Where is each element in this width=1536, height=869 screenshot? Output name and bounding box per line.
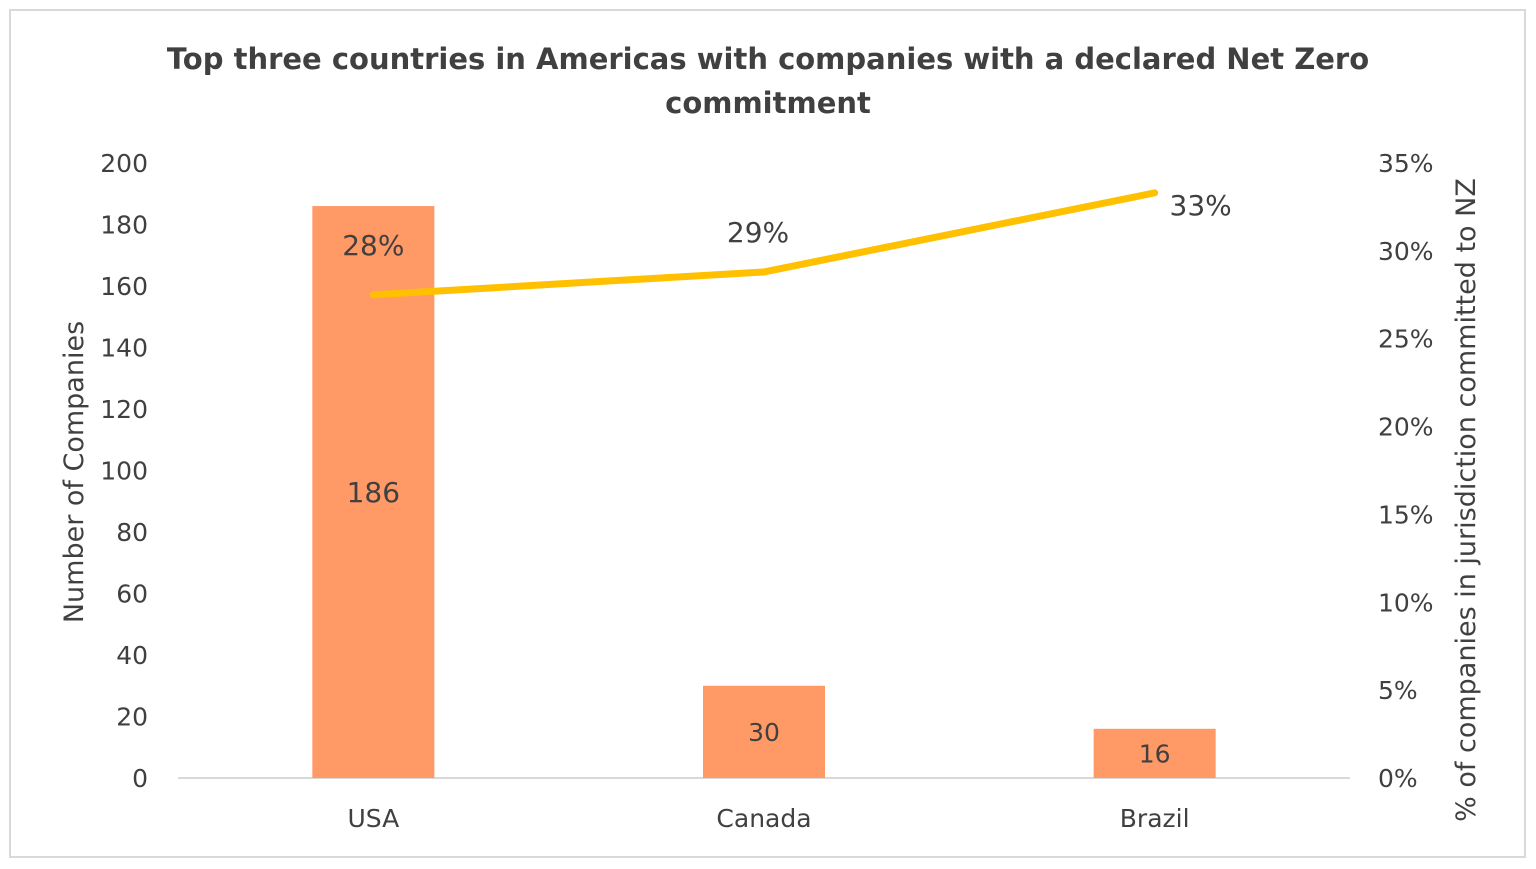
x-tick-label: Canada: [716, 804, 811, 833]
y-tick-label: 180: [100, 211, 148, 240]
y-tick-label: 100: [100, 457, 148, 486]
y-tick-label: 60: [116, 580, 148, 609]
y2-tick-label: 0%: [1378, 764, 1418, 793]
y2-axis-title: % of companies in jurisdiction committed…: [1451, 178, 1482, 822]
y-axis-title: Number of Companies: [59, 321, 90, 623]
y-tick-label: 0: [132, 764, 148, 793]
line-data-label: 33%: [1170, 189, 1232, 222]
line-data-label: 28%: [342, 229, 404, 262]
chart-title-line-2: commitment: [665, 86, 871, 120]
y-tick-label: 140: [100, 334, 148, 363]
bar-data-label: 30: [748, 718, 780, 747]
chart-title-line-1: Top three countries in Americas with com…: [167, 42, 1369, 76]
y-tick-label: 200: [100, 149, 148, 178]
y-tick-label: 160: [100, 272, 148, 301]
x-tick-label: Brazil: [1120, 804, 1190, 833]
bar-usa: [312, 206, 435, 779]
bar-data-label: 16: [1139, 739, 1171, 768]
y2-tick-label: 5%: [1378, 676, 1418, 705]
y-tick-label: 40: [116, 641, 148, 670]
bar-data-label: 186: [347, 476, 400, 509]
y2-tick-label: 35%: [1378, 149, 1434, 178]
x-tick-label: USA: [347, 804, 399, 833]
y2-tick-label: 10%: [1378, 588, 1434, 617]
y2-tick-label: 15%: [1378, 500, 1434, 529]
y-tick-label: 20: [116, 703, 148, 732]
chart-frame: [9, 9, 1526, 858]
y2-tick-label: 30%: [1378, 237, 1434, 266]
line-data-label: 29%: [727, 216, 789, 249]
y-tick-label: 80: [116, 518, 148, 547]
bar-canada: [703, 685, 825, 778]
y2-tick-label: 20%: [1378, 413, 1434, 442]
bar-brazil: [1093, 728, 1216, 778]
y-tick-label: 120: [100, 395, 148, 424]
y2-tick-label: 25%: [1378, 325, 1434, 354]
